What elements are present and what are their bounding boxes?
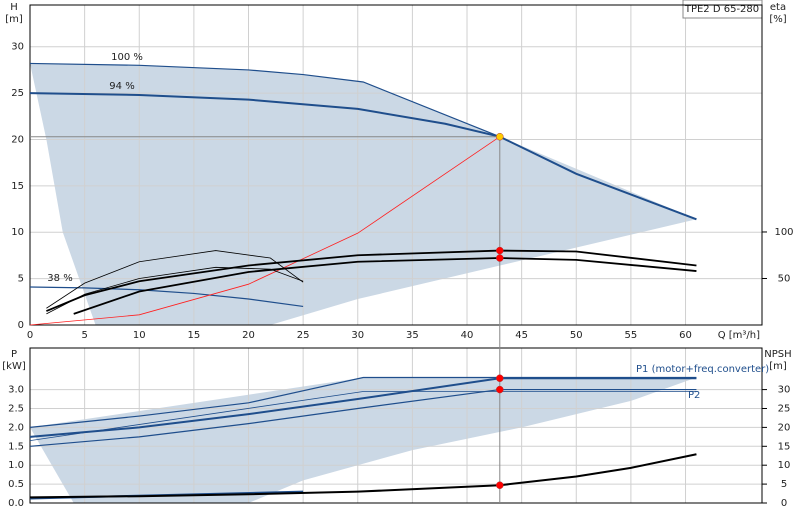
x-tick-label: 40 bbox=[461, 330, 474, 341]
curve bbox=[29, 62, 501, 138]
point bbox=[496, 385, 504, 394]
y-tick-label: 30 bbox=[11, 42, 24, 53]
y2-tick-label: 5 bbox=[781, 479, 787, 490]
curve-label: 100 % bbox=[111, 52, 143, 63]
curve bbox=[29, 391, 697, 442]
curve-label: 94 % bbox=[109, 81, 134, 92]
y-tick-label: 25 bbox=[11, 88, 24, 99]
x-tick-label: 15 bbox=[188, 330, 201, 341]
legend-label: P1 (motor+freq.converter) bbox=[636, 364, 769, 375]
x-tick-label: 25 bbox=[297, 330, 310, 341]
y-axis-unit: [kW] bbox=[2, 361, 26, 372]
y-axis-unit: [m] bbox=[5, 14, 23, 25]
y-tick-label: 20 bbox=[11, 134, 24, 145]
curve bbox=[29, 377, 697, 438]
y2-axis-unit: [m] bbox=[769, 361, 787, 372]
y2-tick-label: 15 bbox=[778, 441, 791, 452]
x-tick-label: 0 bbox=[27, 330, 33, 341]
curve-label: 38 % bbox=[47, 273, 72, 284]
curve bbox=[29, 376, 697, 428]
y2-axis-title: eta bbox=[770, 2, 786, 13]
curve bbox=[73, 257, 697, 315]
y-tick-label: 2.0 bbox=[8, 422, 24, 433]
curve bbox=[29, 92, 697, 221]
curve bbox=[46, 249, 697, 312]
curve bbox=[29, 136, 501, 326]
x-tick-label: 50 bbox=[570, 330, 583, 341]
point bbox=[496, 374, 504, 382]
y2-tick-label: 100 bbox=[774, 227, 793, 238]
point bbox=[496, 254, 504, 262]
x-tick-label: 45 bbox=[515, 330, 528, 341]
point bbox=[496, 246, 504, 255]
x-tick-label: 30 bbox=[351, 330, 364, 341]
operating-area bbox=[30, 63, 697, 325]
legend-label: P2 bbox=[688, 390, 700, 401]
plot-frame bbox=[29, 4, 763, 326]
point bbox=[496, 132, 504, 141]
y2-tick-label: 10 bbox=[778, 460, 791, 471]
x-tick-label: 60 bbox=[679, 330, 692, 341]
y-tick-label: 0.5 bbox=[8, 479, 24, 490]
x-tick-label: 5 bbox=[81, 330, 87, 341]
y-tick-label: 5 bbox=[18, 274, 24, 285]
y-tick-label: 2.5 bbox=[8, 403, 24, 414]
curve bbox=[29, 286, 304, 308]
y2-tick-label: 25 bbox=[778, 403, 791, 414]
x-tick-label: 55 bbox=[625, 330, 638, 341]
chart-title: TPE2 D 65-280 bbox=[684, 4, 759, 15]
y-tick-label: 10 bbox=[11, 227, 24, 238]
plot-frame bbox=[29, 347, 763, 504]
y-axis-title: H bbox=[10, 2, 18, 13]
y2-tick-label: 0 bbox=[781, 498, 787, 509]
x-tick-label: 20 bbox=[242, 330, 255, 341]
y2-tick-label: 50 bbox=[778, 273, 791, 284]
y-tick-label: 15 bbox=[11, 181, 24, 192]
y-tick-label: 0.0 bbox=[8, 498, 24, 509]
x-tick-label: 10 bbox=[133, 330, 146, 341]
x-axis-title: Q [m³/h] bbox=[718, 330, 760, 341]
y2-tick-label: 20 bbox=[778, 422, 791, 433]
curve bbox=[29, 453, 697, 499]
y-tick-label: 3.0 bbox=[8, 385, 24, 396]
y-tick-label: 0 bbox=[18, 320, 24, 331]
point bbox=[496, 481, 504, 489]
y2-tick-label: 30 bbox=[778, 385, 791, 396]
y-axis-title: P bbox=[11, 349, 17, 360]
y2-axis-title: NPSH bbox=[764, 349, 791, 360]
y2-axis-unit: [%] bbox=[769, 14, 786, 25]
y-tick-label: 1.5 bbox=[8, 441, 24, 452]
x-tick-label: 35 bbox=[406, 330, 419, 341]
curve bbox=[29, 388, 697, 447]
y-tick-label: 1.0 bbox=[8, 460, 24, 471]
